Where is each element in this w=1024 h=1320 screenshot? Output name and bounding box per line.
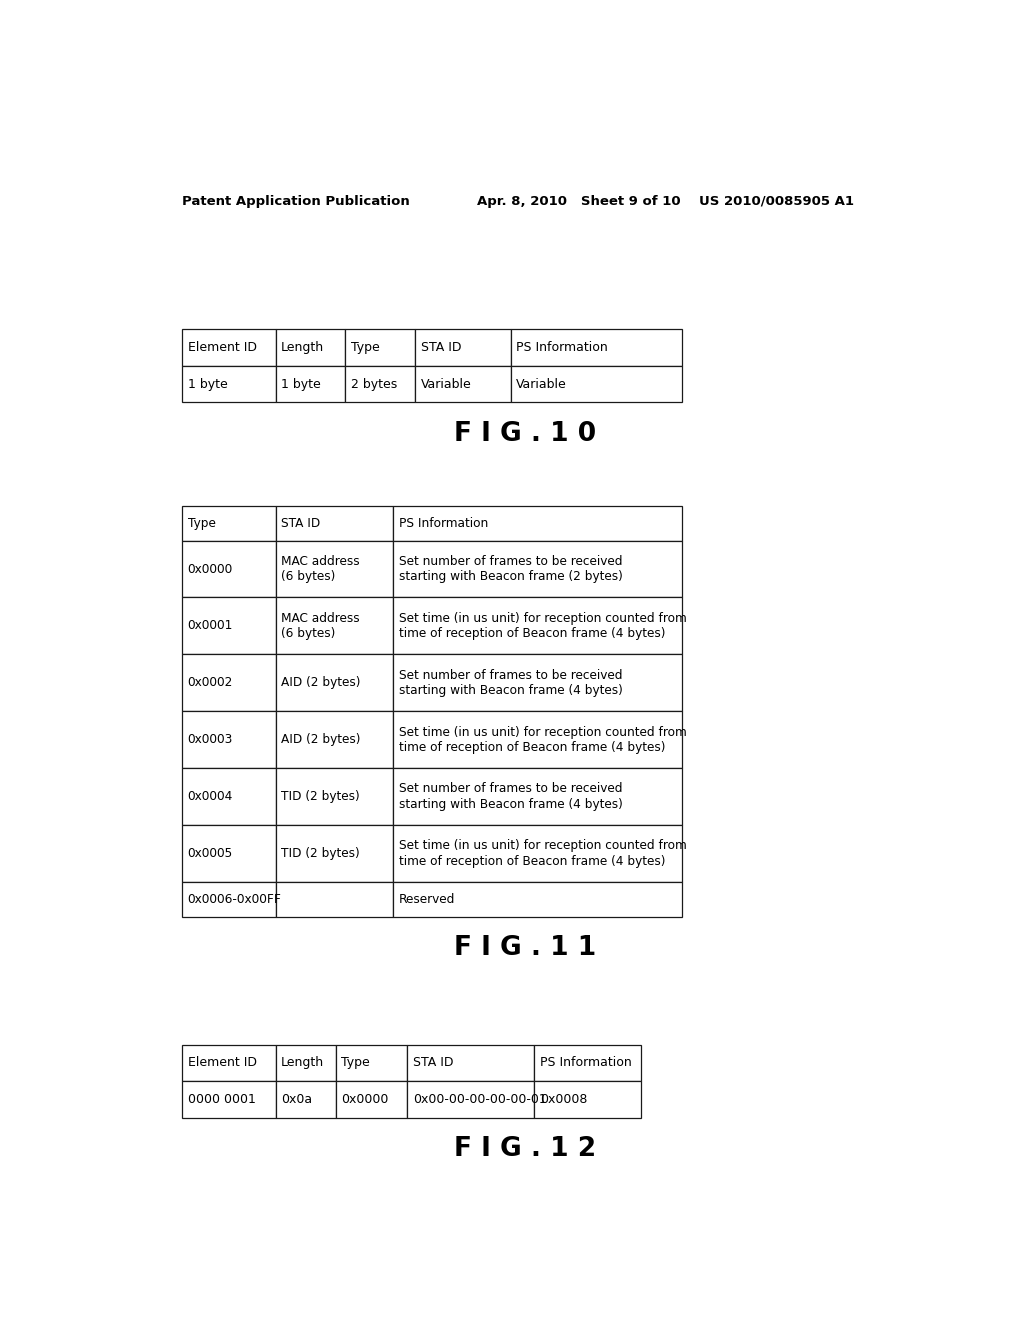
Text: F I G . 1 0: F I G . 1 0 [454, 421, 596, 446]
Bar [393, 541, 682, 598]
Text: MAC address
(6 bytes): MAC address (6 bytes) [282, 554, 359, 583]
Bar [275, 1081, 336, 1118]
Text: Type: Type [187, 517, 215, 529]
Bar [182, 598, 275, 655]
Bar [182, 366, 275, 403]
Bar [275, 506, 393, 541]
Text: Set time (in us unit) for reception counted from
time of reception of Beacon fra: Set time (in us unit) for reception coun… [398, 840, 686, 867]
Text: 0x00-00-00-00-00-01: 0x00-00-00-00-00-01 [413, 1093, 547, 1106]
Text: AID (2 bytes): AID (2 bytes) [282, 734, 360, 746]
Bar [275, 541, 393, 598]
Text: STA ID: STA ID [282, 517, 321, 529]
Bar [182, 329, 275, 366]
Bar [393, 598, 682, 655]
Bar [393, 506, 682, 541]
Bar [393, 655, 682, 711]
Bar [275, 1044, 336, 1081]
Bar [182, 1081, 275, 1118]
Text: TID (2 bytes): TID (2 bytes) [282, 791, 359, 803]
Text: Element ID: Element ID [187, 1056, 257, 1069]
Text: Variable: Variable [516, 378, 567, 391]
Text: STA ID: STA ID [421, 341, 462, 354]
Bar [393, 882, 682, 916]
Bar [182, 711, 275, 768]
Bar [535, 1044, 641, 1081]
Text: F I G . 1 1: F I G . 1 1 [454, 935, 596, 961]
Bar [393, 711, 682, 768]
Text: 0x0000: 0x0000 [187, 562, 232, 576]
Text: Reserved: Reserved [398, 892, 455, 906]
Bar [336, 1081, 408, 1118]
Text: 0x0002: 0x0002 [187, 676, 232, 689]
Text: 0x0001: 0x0001 [187, 619, 232, 632]
Bar [393, 768, 682, 825]
Bar [511, 366, 682, 403]
Text: 1 byte: 1 byte [187, 378, 227, 391]
Text: MAC address
(6 bytes): MAC address (6 bytes) [282, 611, 359, 640]
Bar [182, 541, 275, 598]
Text: Length: Length [282, 341, 325, 354]
Text: Element ID: Element ID [187, 341, 257, 354]
Bar [408, 1044, 535, 1081]
Text: Length: Length [282, 1056, 325, 1069]
Bar [345, 366, 416, 403]
Text: PS Information: PS Information [398, 517, 487, 529]
Bar [345, 329, 416, 366]
Text: STA ID: STA ID [413, 1056, 454, 1069]
Text: AID (2 bytes): AID (2 bytes) [282, 676, 360, 689]
Text: Variable: Variable [421, 378, 472, 391]
Bar [336, 1044, 408, 1081]
Bar [275, 825, 393, 882]
Text: PS Information: PS Information [540, 1056, 632, 1069]
Text: Apr. 8, 2010   Sheet 9 of 10: Apr. 8, 2010 Sheet 9 of 10 [477, 195, 681, 209]
Bar [275, 366, 345, 403]
Text: 0000 0001: 0000 0001 [187, 1093, 255, 1106]
Bar [182, 882, 275, 916]
Bar [416, 366, 511, 403]
Bar [408, 1081, 535, 1118]
Text: 0x0a: 0x0a [282, 1093, 312, 1106]
Bar [275, 882, 393, 916]
Text: Set number of frames to be received
starting with Beacon frame (4 bytes): Set number of frames to be received star… [398, 783, 623, 810]
Text: 0x0008: 0x0008 [540, 1093, 587, 1106]
Text: US 2010/0085905 A1: US 2010/0085905 A1 [699, 195, 854, 209]
Text: Type: Type [351, 341, 380, 354]
Bar [275, 598, 393, 655]
Text: Patent Application Publication: Patent Application Publication [182, 195, 410, 209]
Bar [182, 768, 275, 825]
Text: PS Information: PS Information [516, 341, 608, 354]
Bar [182, 825, 275, 882]
Text: Set number of frames to be received
starting with Beacon frame (2 bytes): Set number of frames to be received star… [398, 554, 623, 583]
Text: 2 bytes: 2 bytes [351, 378, 397, 391]
Bar [182, 1044, 275, 1081]
Text: 0x0004: 0x0004 [187, 791, 232, 803]
Text: 0x0006-0x00FF: 0x0006-0x00FF [187, 892, 282, 906]
Bar [393, 825, 682, 882]
Bar [182, 655, 275, 711]
Bar [275, 655, 393, 711]
Bar [275, 329, 345, 366]
Text: Set time (in us unit) for reception counted from
time of reception of Beacon fra: Set time (in us unit) for reception coun… [398, 611, 686, 640]
Text: 0x0000: 0x0000 [341, 1093, 389, 1106]
Text: Set number of frames to be received
starting with Beacon frame (4 bytes): Set number of frames to be received star… [398, 669, 623, 697]
Text: 0x0005: 0x0005 [187, 847, 232, 861]
Bar [275, 768, 393, 825]
Bar [535, 1081, 641, 1118]
Bar [511, 329, 682, 366]
Bar [182, 506, 275, 541]
Text: F I G . 1 2: F I G . 1 2 [454, 1137, 596, 1162]
Text: Set time (in us unit) for reception counted from
time of reception of Beacon fra: Set time (in us unit) for reception coun… [398, 726, 686, 754]
Bar [416, 329, 511, 366]
Text: 1 byte: 1 byte [282, 378, 321, 391]
Text: 0x0003: 0x0003 [187, 734, 232, 746]
Text: TID (2 bytes): TID (2 bytes) [282, 847, 359, 861]
Text: Type: Type [341, 1056, 371, 1069]
Bar [275, 711, 393, 768]
